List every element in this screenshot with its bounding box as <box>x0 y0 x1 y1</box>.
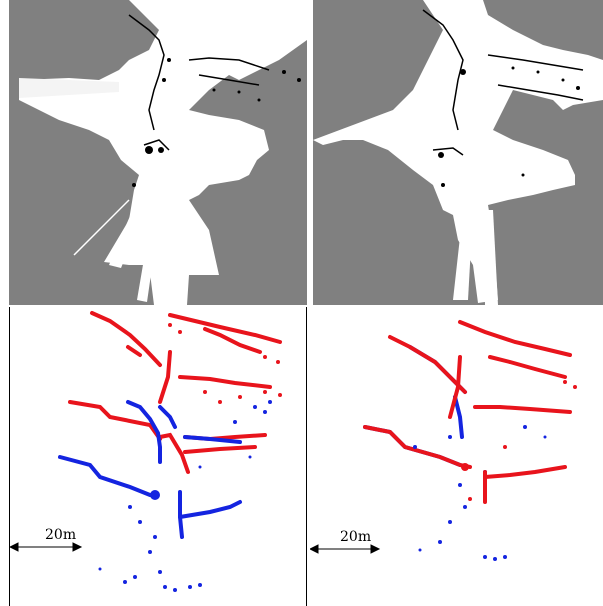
stray-ray <box>73 199 130 256</box>
aligned-scan-points <box>363 345 487 499</box>
scan-svg-after <box>310 320 577 561</box>
free-space-upper-wing <box>179 0 307 70</box>
scale-bar <box>310 544 381 554</box>
map-svg-after <box>313 0 603 305</box>
walls <box>422 9 584 156</box>
scan-overlay-after: 20m <box>310 307 603 606</box>
walls <box>128 14 270 151</box>
ray-streak-down-1 <box>453 210 473 300</box>
scan-overlay-before: 20m <box>9 307 307 606</box>
reference-scan-dots <box>168 323 282 404</box>
scale-label: 20m <box>45 527 77 543</box>
scale-label: 20m <box>340 529 372 545</box>
aligned-scan-dots <box>98 400 272 592</box>
aligned-scan-points <box>58 400 242 539</box>
ray-streak-left <box>19 78 119 98</box>
map-svg-before <box>19 0 307 305</box>
occupancy-map-after <box>313 0 603 305</box>
ray-streak-down-1 <box>109 195 149 268</box>
occupancy-map-before <box>9 0 307 305</box>
wall-speckles <box>132 58 301 187</box>
scale-bar <box>10 542 83 552</box>
ray-streak-down-2 <box>483 210 498 305</box>
wall-speckles <box>438 66 580 187</box>
scan-svg-before <box>10 311 282 592</box>
reference-scan-points <box>363 320 572 504</box>
free-space-region <box>19 0 307 305</box>
reference-scan-points <box>68 311 282 474</box>
ray-streak-down-2 <box>137 200 161 302</box>
scan-dots <box>413 380 577 561</box>
ray-streak-down-3 <box>167 200 181 305</box>
